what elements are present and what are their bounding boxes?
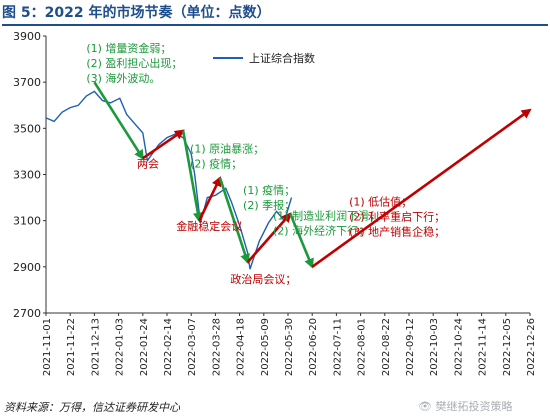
source-note: 资料来源：万得，信达证券研发中心: [4, 401, 180, 414]
x-tick-label: 2022-06-20: [308, 318, 319, 376]
up-arrow: [246, 212, 292, 264]
x-tick-label: 2022-12-05: [502, 318, 513, 376]
down-arrow: [93, 81, 144, 161]
annotation-text: (1) 低估值；(2) 利率重启下行；(3) 地产销售企稳；: [349, 196, 445, 239]
annotations-layer: (1) 增量资金弱；(2) 盈利担心出现；(3) 海外波动。两会 (1) 原油暴涨…: [86, 41, 445, 286]
annotation-line: (1) 疫情；: [243, 183, 295, 197]
x-tick-label: 2022-08-22: [381, 318, 392, 376]
annotation-line: (2) 季报；: [243, 198, 295, 212]
annotation-line: (2) 疫情；: [190, 157, 242, 171]
legend: 上证综合指数: [213, 51, 315, 65]
up-arrow: [198, 176, 222, 222]
annotation-line: (2) 海外经济下行；: [273, 224, 369, 238]
annotation-line: 政治局会议；: [230, 272, 296, 286]
annotation-line: (2) 利率重启下行；: [349, 210, 445, 224]
x-tick-label: 2022-05-30: [284, 318, 295, 376]
x-tick-label: 2022-04-18: [236, 318, 247, 376]
annotation-line: (1) 增量资金弱；: [86, 41, 171, 55]
annotation-line: 金融稳定会议: [176, 219, 242, 233]
watermark: 👁 樊继拓投资策略: [418, 400, 513, 413]
down-arrow: [181, 130, 203, 223]
x-tick-label: 2022-10-24: [453, 318, 464, 376]
series-layer: [45, 90, 293, 270]
x-tick-label: 2022-09-12: [405, 318, 416, 376]
annotation-text: (1) 增量资金弱；(2) 盈利担心出现；(3) 海外波动。: [86, 41, 182, 85]
down-arrow: [289, 213, 314, 269]
annotation-line: (1) 制造业利润下滑；: [273, 209, 380, 223]
y-tick-label: 2700: [13, 307, 41, 320]
legend-label: 上证综合指数: [249, 51, 315, 65]
x-tick-label: 2022-11-14: [478, 318, 489, 376]
y-tick-label: 2900: [13, 261, 41, 274]
up-arrow: [311, 108, 532, 268]
annotation-text: (1) 制造业利润下滑；(2) 海外经济下行；: [273, 209, 380, 238]
x-tick-label: 2022-01-24: [139, 318, 150, 376]
x-tick-label: 2022-08-01: [357, 318, 368, 376]
down-arrow: [218, 177, 250, 265]
y-tick-label: 3900: [13, 30, 41, 43]
figure-title: 图 5：2022 年的市场节奏（单位：点数）: [2, 2, 548, 26]
x-tick-label: 2022-01-03: [115, 318, 126, 376]
y-tick-label: 3500: [13, 122, 41, 135]
x-tick-label: 2021-11-01: [42, 318, 53, 376]
x-tick-label: 2021-12-13: [90, 318, 101, 376]
annotation-text: (1) 疫情；(2) 季报；: [243, 183, 295, 212]
annotation-line: (1) 低估值；: [349, 196, 412, 209]
x-tick-label: 2022-10-03: [429, 318, 440, 376]
annotation-line: 两会: [137, 158, 159, 171]
annotation-text: (1) 原油暴涨；(2) 疫情；: [190, 142, 264, 171]
x-tick-label: 2022-02-14: [163, 318, 174, 376]
x-tick-label: 2022-03-28: [211, 318, 222, 376]
series-line: [45, 90, 293, 270]
x-tick-label: 2022-05-09: [260, 318, 271, 376]
y-tick-label: 3300: [13, 169, 41, 182]
x-tick-label: 2022-12-26: [526, 318, 537, 376]
annotation-text: 金融稳定会议: [176, 219, 242, 233]
y-tick-label: 3100: [13, 215, 41, 228]
annotation-text: 两会: [137, 158, 159, 171]
x-tick-label: 2022-03-07: [187, 318, 198, 376]
annotation-text: 政治局会议；: [230, 272, 296, 286]
arrows-layer: [93, 81, 532, 269]
x-tick-label: 2021-11-22: [66, 318, 77, 376]
axes: 2700 2900 3100 3300 3500 3700 3900 2021-11-01 20…: [13, 30, 537, 376]
annotation-line: (3) 地产销售企稳；: [349, 225, 445, 239]
x-tick-label: 2022-07-11: [332, 318, 343, 376]
annotation-line: (2) 盈利担心出现；: [86, 56, 182, 70]
y-tick-label: 3700: [13, 76, 41, 89]
up-arrow: [142, 129, 185, 160]
annotation-line: (3) 海外波动。: [86, 71, 160, 85]
annotation-line: (1) 原油暴涨；: [190, 142, 264, 156]
